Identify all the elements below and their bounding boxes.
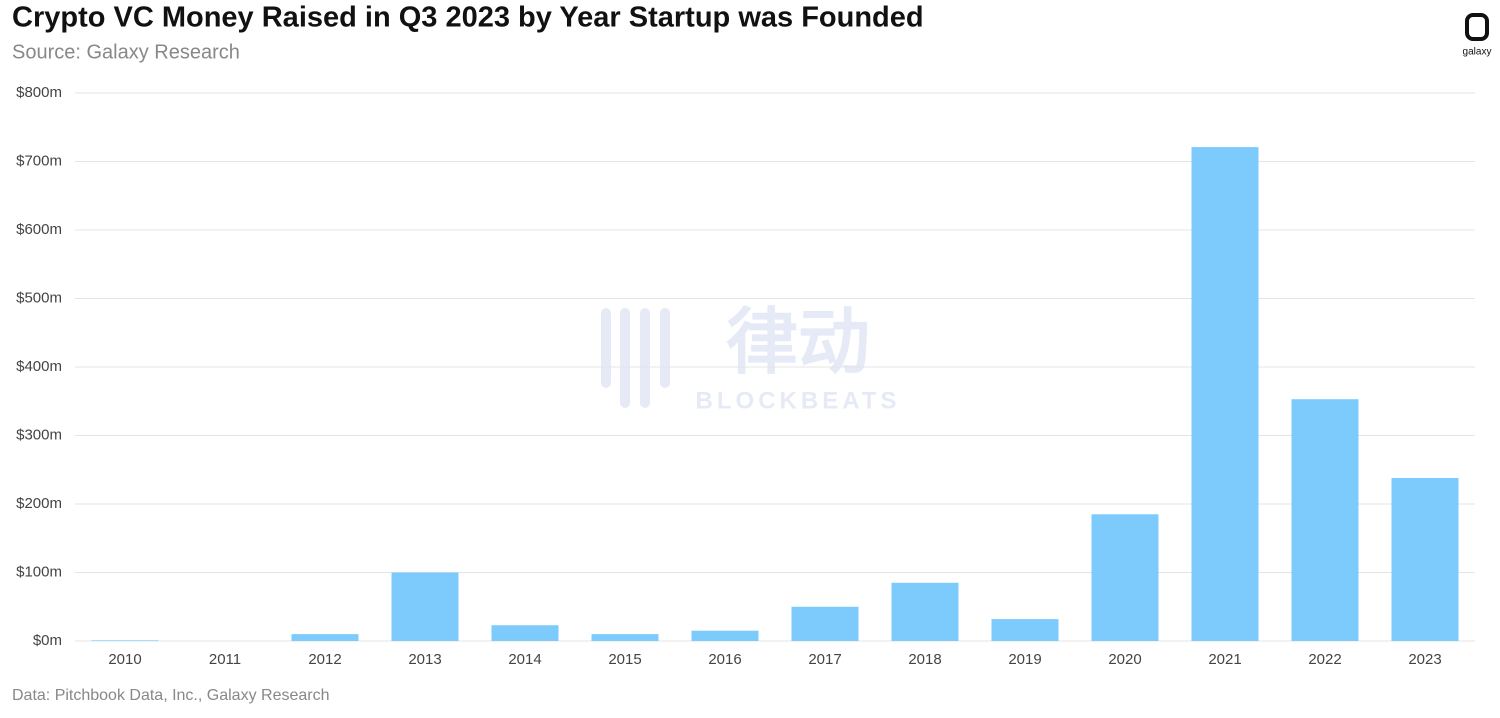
watermark: 律动 BLOCKBEATS <box>601 303 901 414</box>
x-tick-label: 2015 <box>608 651 641 668</box>
bar <box>1391 477 1459 641</box>
y-tick-label: $0m <box>33 632 62 649</box>
logo-icon <box>1465 13 1489 41</box>
x-tick-label: 2019 <box>1008 651 1041 668</box>
x-tick-label: 2022 <box>1308 651 1341 668</box>
bar <box>1091 514 1159 641</box>
x-tick-label: 2013 <box>408 651 441 668</box>
chart-title: Crypto VC Money Raised in Q3 2023 by Yea… <box>12 2 924 34</box>
watermark-subtext: BLOCKBEATS <box>696 387 901 414</box>
x-tick-label: 2017 <box>808 651 841 668</box>
watermark-icon <box>620 308 630 408</box>
y-tick-label: $700m <box>16 152 62 169</box>
watermark-icon <box>640 308 650 408</box>
bar <box>1291 399 1359 641</box>
y-tick-label: $500m <box>16 289 62 306</box>
caption: Data: Pitchbook Data, Inc., Galaxy Resea… <box>12 687 329 704</box>
y-tick-label: $600m <box>16 221 62 238</box>
y-tick-label: $200m <box>16 495 62 512</box>
bar <box>691 630 759 641</box>
bar <box>891 582 959 641</box>
y-tick-label: $300m <box>16 426 62 443</box>
bar <box>1191 147 1259 642</box>
bar <box>491 625 559 641</box>
watermark-text: 律动 <box>726 303 870 383</box>
watermark-icon <box>601 308 611 388</box>
x-tick-label: 2023 <box>1408 651 1441 668</box>
x-tick-label: 2012 <box>308 651 341 668</box>
x-tick-label: 2018 <box>908 651 941 668</box>
x-tick-label: 2016 <box>708 651 741 668</box>
x-tick-label: 2020 <box>1108 651 1141 668</box>
watermark-icon <box>660 308 670 388</box>
x-tick-label: 2021 <box>1208 651 1241 668</box>
chart-subtitle: Source: Galaxy Research <box>12 41 240 63</box>
x-tick-label: 2011 <box>209 651 241 668</box>
logo-text: galaxy <box>1463 47 1492 58</box>
bar <box>291 634 359 641</box>
bar <box>991 619 1059 641</box>
bar <box>591 634 659 641</box>
y-tick-label: $100m <box>16 563 62 580</box>
bar <box>391 572 459 641</box>
x-tick-label: 2010 <box>108 651 141 668</box>
y-tick-label: $400m <box>16 358 62 375</box>
y-tick-label: $800m <box>16 84 62 101</box>
bar <box>791 606 859 641</box>
bar <box>91 640 159 641</box>
x-tick-label: 2014 <box>508 651 541 668</box>
